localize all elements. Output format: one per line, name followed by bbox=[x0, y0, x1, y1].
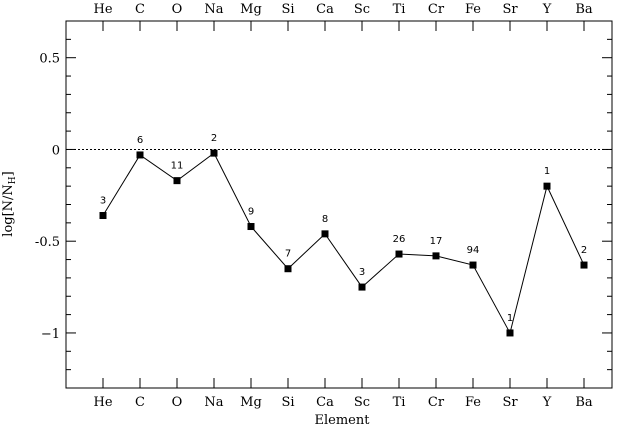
x-tick-label-top: Ca bbox=[316, 2, 334, 17]
data-count-label: 1 bbox=[544, 166, 550, 177]
x-tick-label-bottom: Fe bbox=[465, 395, 481, 410]
data-count-label: 9 bbox=[248, 207, 254, 218]
data-count-label: 1 bbox=[507, 313, 513, 324]
x-tick-label-bottom: Si bbox=[281, 395, 294, 410]
x-tick-label-bottom: C bbox=[135, 395, 145, 410]
data-count-label: 7 bbox=[285, 249, 291, 260]
x-axis: He He C C O O Na Na Mg Mg Si Si Ca Ca Sc Sc Ti Ti Cr Cr Fe Fe… bbox=[93, 2, 592, 410]
x-tick-label-bottom: Ba bbox=[575, 395, 593, 410]
y-tick-label: 0 bbox=[52, 143, 60, 158]
data-point bbox=[173, 177, 181, 185]
y-tick-label: −1 bbox=[41, 327, 60, 342]
x-tick-label-bottom: Na bbox=[204, 395, 223, 410]
x-tick-label-top: Ba bbox=[575, 2, 593, 17]
data-count-label: 94 bbox=[467, 245, 480, 256]
x-tick-label-bottom: O bbox=[172, 395, 183, 410]
x-tick-label-top: Si bbox=[281, 2, 294, 17]
x-tick-label-top: Mg bbox=[240, 2, 262, 17]
data-count-label: 26 bbox=[393, 234, 406, 245]
x-tick-label-top: Ti bbox=[393, 2, 406, 17]
data-count-label: 8 bbox=[322, 214, 328, 225]
y-tick-label: -0.5 bbox=[35, 235, 60, 250]
data-point bbox=[284, 265, 292, 273]
data-point bbox=[506, 329, 514, 337]
data-point bbox=[469, 261, 477, 269]
data-point bbox=[247, 223, 255, 231]
x-tick-label-bottom: Cr bbox=[428, 395, 445, 410]
x-tick-label-top: C bbox=[135, 2, 145, 17]
x-tick-label-bottom: Sr bbox=[502, 395, 518, 410]
y-axis: 0.5 0 -0.5 −1 bbox=[35, 20, 612, 389]
x-tick-label-bottom: Sc bbox=[354, 395, 370, 410]
x-tick-label-bottom: Ti bbox=[393, 395, 406, 410]
x-tick-label-top: O bbox=[172, 2, 183, 17]
y-tick-label: 0.5 bbox=[39, 52, 60, 67]
x-tick-label-top: Cr bbox=[428, 2, 445, 17]
x-tick-label-bottom: Y bbox=[542, 395, 552, 410]
x-tick-label-top: He bbox=[93, 2, 112, 17]
data-count-label: 11 bbox=[171, 161, 184, 172]
data-count-label: 2 bbox=[581, 245, 587, 256]
x-tick-label-bottom: He bbox=[93, 395, 112, 410]
data-point bbox=[358, 283, 366, 291]
x-axis-title: Element bbox=[315, 413, 371, 428]
x-tick-label-top: Sr bbox=[502, 2, 518, 17]
data-point bbox=[210, 149, 218, 157]
x-tick-label-top: Fe bbox=[465, 2, 481, 17]
data-count-label: 3 bbox=[359, 267, 365, 278]
data-point bbox=[580, 261, 588, 269]
x-tick-label-bottom: Mg bbox=[240, 395, 262, 410]
data-point bbox=[136, 151, 144, 159]
data-count-label: 2 bbox=[211, 133, 217, 144]
y-axis-title-main: log[N/N bbox=[1, 184, 16, 237]
plot-frame bbox=[65, 20, 613, 389]
x-tick-label-top: Na bbox=[204, 2, 223, 17]
data-point bbox=[432, 252, 440, 260]
series-line bbox=[102, 152, 585, 335]
data-point bbox=[321, 230, 329, 238]
y-axis-title-subscript: H bbox=[8, 176, 18, 184]
data-point bbox=[543, 182, 551, 190]
x-tick-label-bottom: Ca bbox=[316, 395, 334, 410]
data-point bbox=[395, 250, 403, 258]
x-tick-label-top: Sc bbox=[354, 2, 370, 17]
x-tick-label-top: Y bbox=[542, 2, 552, 17]
y-axis-title-suffix: ] bbox=[1, 171, 16, 176]
data-count-label: 6 bbox=[137, 135, 143, 146]
data-count-label: 3 bbox=[100, 196, 106, 207]
data-point bbox=[99, 212, 107, 220]
data-count-label: 17 bbox=[430, 236, 443, 247]
y-axis-title: log[N/NH] bbox=[1, 171, 18, 236]
